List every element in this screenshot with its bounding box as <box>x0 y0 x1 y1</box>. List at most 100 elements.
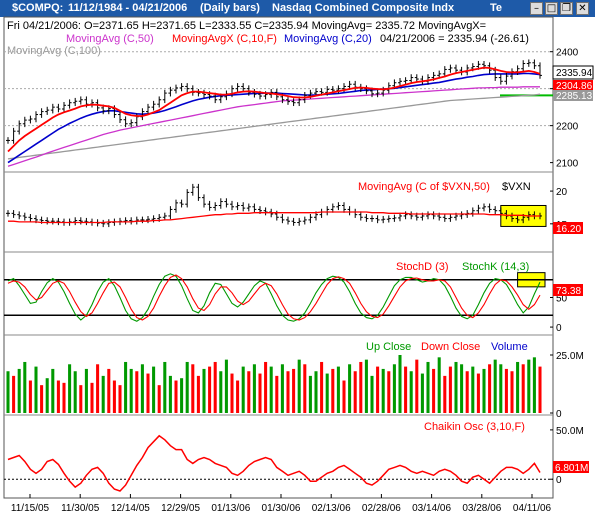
stochastic-panel: 50 0 <box>4 272 568 334</box>
volume-bar <box>34 366 38 413</box>
volume-bar <box>124 361 128 413</box>
volume-bar <box>241 366 245 413</box>
stoch-k-line <box>7 273 541 322</box>
volume-bar <box>437 357 441 413</box>
volume-bar <box>23 361 27 413</box>
x-tick-label: 11/30/05 <box>61 503 100 514</box>
volume-bar <box>353 371 357 413</box>
volume-bar <box>532 357 536 413</box>
ma100-badge-bg <box>553 90 593 101</box>
volume-bar <box>146 373 150 413</box>
volume-bar <box>51 368 55 413</box>
x-tick-label: 04/11/06 <box>513 503 552 514</box>
volume-bar <box>392 364 396 413</box>
ma100-badge: 2285.13 <box>556 91 593 102</box>
volume-bar <box>432 368 436 413</box>
stoch-badge-bg <box>553 284 583 296</box>
volume-bar <box>465 371 469 413</box>
x-tick-label: 12/29/05 <box>161 503 200 514</box>
x-tick-label: 03/14/06 <box>412 503 451 514</box>
volume-bar <box>320 361 324 413</box>
x-tick-label: 02/28/06 <box>362 503 401 514</box>
stoch-d-label: StochD (3) <box>396 261 449 273</box>
volume-bar <box>275 375 279 413</box>
volume-bar <box>84 368 88 413</box>
legend-ma100: MovingAvg (C,100) <box>7 45 101 57</box>
volume-bar <box>152 366 156 413</box>
volume-bar <box>493 359 497 413</box>
volume-bar <box>79 385 83 413</box>
volume-bar <box>292 368 296 413</box>
volume-bar <box>140 364 144 413</box>
volume-bar <box>157 385 161 413</box>
symbol: $COMPQ: <box>12 2 64 14</box>
ma-badge: 2304.86 <box>556 81 593 92</box>
volume-bar <box>370 375 374 413</box>
volume-bar <box>264 361 268 413</box>
legend-ma20: MovingAvg (C,20) <box>284 33 372 45</box>
stoch-d-line <box>7 274 541 321</box>
volume-bar <box>96 364 100 413</box>
volume-bar <box>269 366 273 413</box>
volume-bar <box>40 385 44 413</box>
x-axis: 11/15/05 11/30/05 12/14/05 12/29/05 01/13/06… <box>11 494 552 514</box>
chaikin-tick-label: 50.0M <box>556 426 584 437</box>
volume-bar <box>247 371 251 413</box>
ma-badge-bg <box>553 80 593 90</box>
volume-bar <box>230 373 234 413</box>
volume-bar <box>314 371 318 413</box>
volume-bar <box>107 368 111 413</box>
price-tick-label: 2200 <box>556 122 579 133</box>
x-tick-label: 12/14/05 <box>111 503 150 514</box>
minimize-icon[interactable]: – <box>530 2 543 15</box>
volume-bar <box>112 380 116 413</box>
volume-bar <box>460 364 464 413</box>
close-icon[interactable]: ✕ <box>576 2 589 15</box>
title-right-text: Te <box>490 2 503 14</box>
title-bar: $COMPQ: 11/12/1984 - 04/21/2006 (Daily b… <box>0 0 595 17</box>
volume-bar <box>482 368 486 413</box>
volume-bar <box>420 373 424 413</box>
volume-bar <box>213 361 217 413</box>
header-ohlc: Fri 04/21/2006: O=2371.65 H=2371.65 L=23… <box>7 20 486 32</box>
x-tick-label: 02/13/06 <box>312 503 351 514</box>
volume-bar <box>135 371 139 413</box>
x-tick-label: 01/30/06 <box>262 503 301 514</box>
volume-bar <box>208 366 212 413</box>
vxn-badge: 16.20 <box>556 224 581 235</box>
volume-bar <box>258 373 262 413</box>
volume-bar <box>331 368 335 413</box>
volume-bar <box>443 375 447 413</box>
volume-bar <box>252 364 256 413</box>
volume-bar <box>426 361 430 413</box>
volume-bar <box>415 359 419 413</box>
date-range: 11/12/1984 - 04/21/2006 <box>68 2 188 14</box>
vxn-badge-bg <box>553 222 583 234</box>
vxn-tick-label: 20 <box>556 187 568 198</box>
restore-icon[interactable]: ❐ <box>560 2 573 15</box>
volume-bar <box>516 361 520 413</box>
price-badge: 2335.94 <box>556 68 593 79</box>
vxn-ma-label: MovingAvg (C of $VXN,50) <box>358 181 490 193</box>
volume-bar <box>236 380 240 413</box>
volume-bar <box>404 366 408 413</box>
volume-panel: 25.0M 0 <box>6 351 584 420</box>
maximize-icon[interactable]: □ <box>545 2 558 15</box>
volume-bar <box>56 380 60 413</box>
volume-bar <box>527 359 531 413</box>
volume-bar <box>448 366 452 413</box>
plot-border <box>3 16 554 499</box>
volume-bar <box>471 366 475 413</box>
volume-bar <box>202 368 206 413</box>
volume-bar <box>510 371 514 413</box>
bar-type: (Daily bars) <box>200 2 260 14</box>
chaikin-label: Chaikin Osc (3,10,F) <box>424 421 525 433</box>
volume-bar <box>521 364 525 413</box>
volume-bar <box>325 373 329 413</box>
volume-bar <box>174 380 178 413</box>
volume-bar <box>387 371 391 413</box>
x-tick-label: 03/28/06 <box>462 503 501 514</box>
legend-ma50: MovingAvg (C,50) <box>66 33 154 45</box>
